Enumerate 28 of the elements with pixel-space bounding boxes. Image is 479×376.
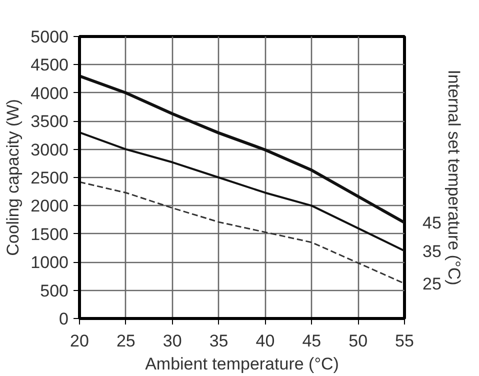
x-tick-label: 55 [395, 332, 414, 350]
y-tick-label: 1000 [30, 253, 69, 272]
y-tick-label: 2500 [30, 168, 69, 188]
y-tick-label: 4000 [30, 84, 69, 103]
x-tick-label: 30 [162, 332, 182, 350]
y-tick-label: 2000 [30, 196, 69, 216]
x-tick-label: 35 [209, 332, 228, 350]
series-label: 25 [422, 274, 442, 294]
line-series [80, 131, 404, 252]
line-series [80, 74, 404, 224]
y2-axis-title: Internal set temperature (°C) [444, 70, 464, 286]
y-tick-label: 0 [59, 310, 69, 328]
y-axis-title: Cooling capacity (W) [4, 99, 23, 256]
x-tick-label: 45 [302, 332, 322, 350]
y-tick-label: 4500 [30, 56, 69, 75]
x-tick-label: 20 [70, 332, 89, 350]
y-tick-label: 5000 [30, 28, 69, 46]
x-tick-label: 25 [116, 332, 136, 350]
y-tick-label: 3000 [30, 140, 69, 160]
series-label: 45 [422, 214, 442, 233]
series-label: 35 [422, 242, 442, 261]
x-tick-label: 50 [348, 332, 368, 350]
x-tick-label: 40 [256, 332, 275, 350]
y-tick-label: 1500 [30, 224, 69, 244]
y-tick-label: 500 [40, 281, 69, 300]
line-series [80, 181, 404, 284]
x-axis-title: Ambient temperature (°C) [145, 354, 339, 374]
y-tick-label: 3500 [30, 112, 69, 132]
